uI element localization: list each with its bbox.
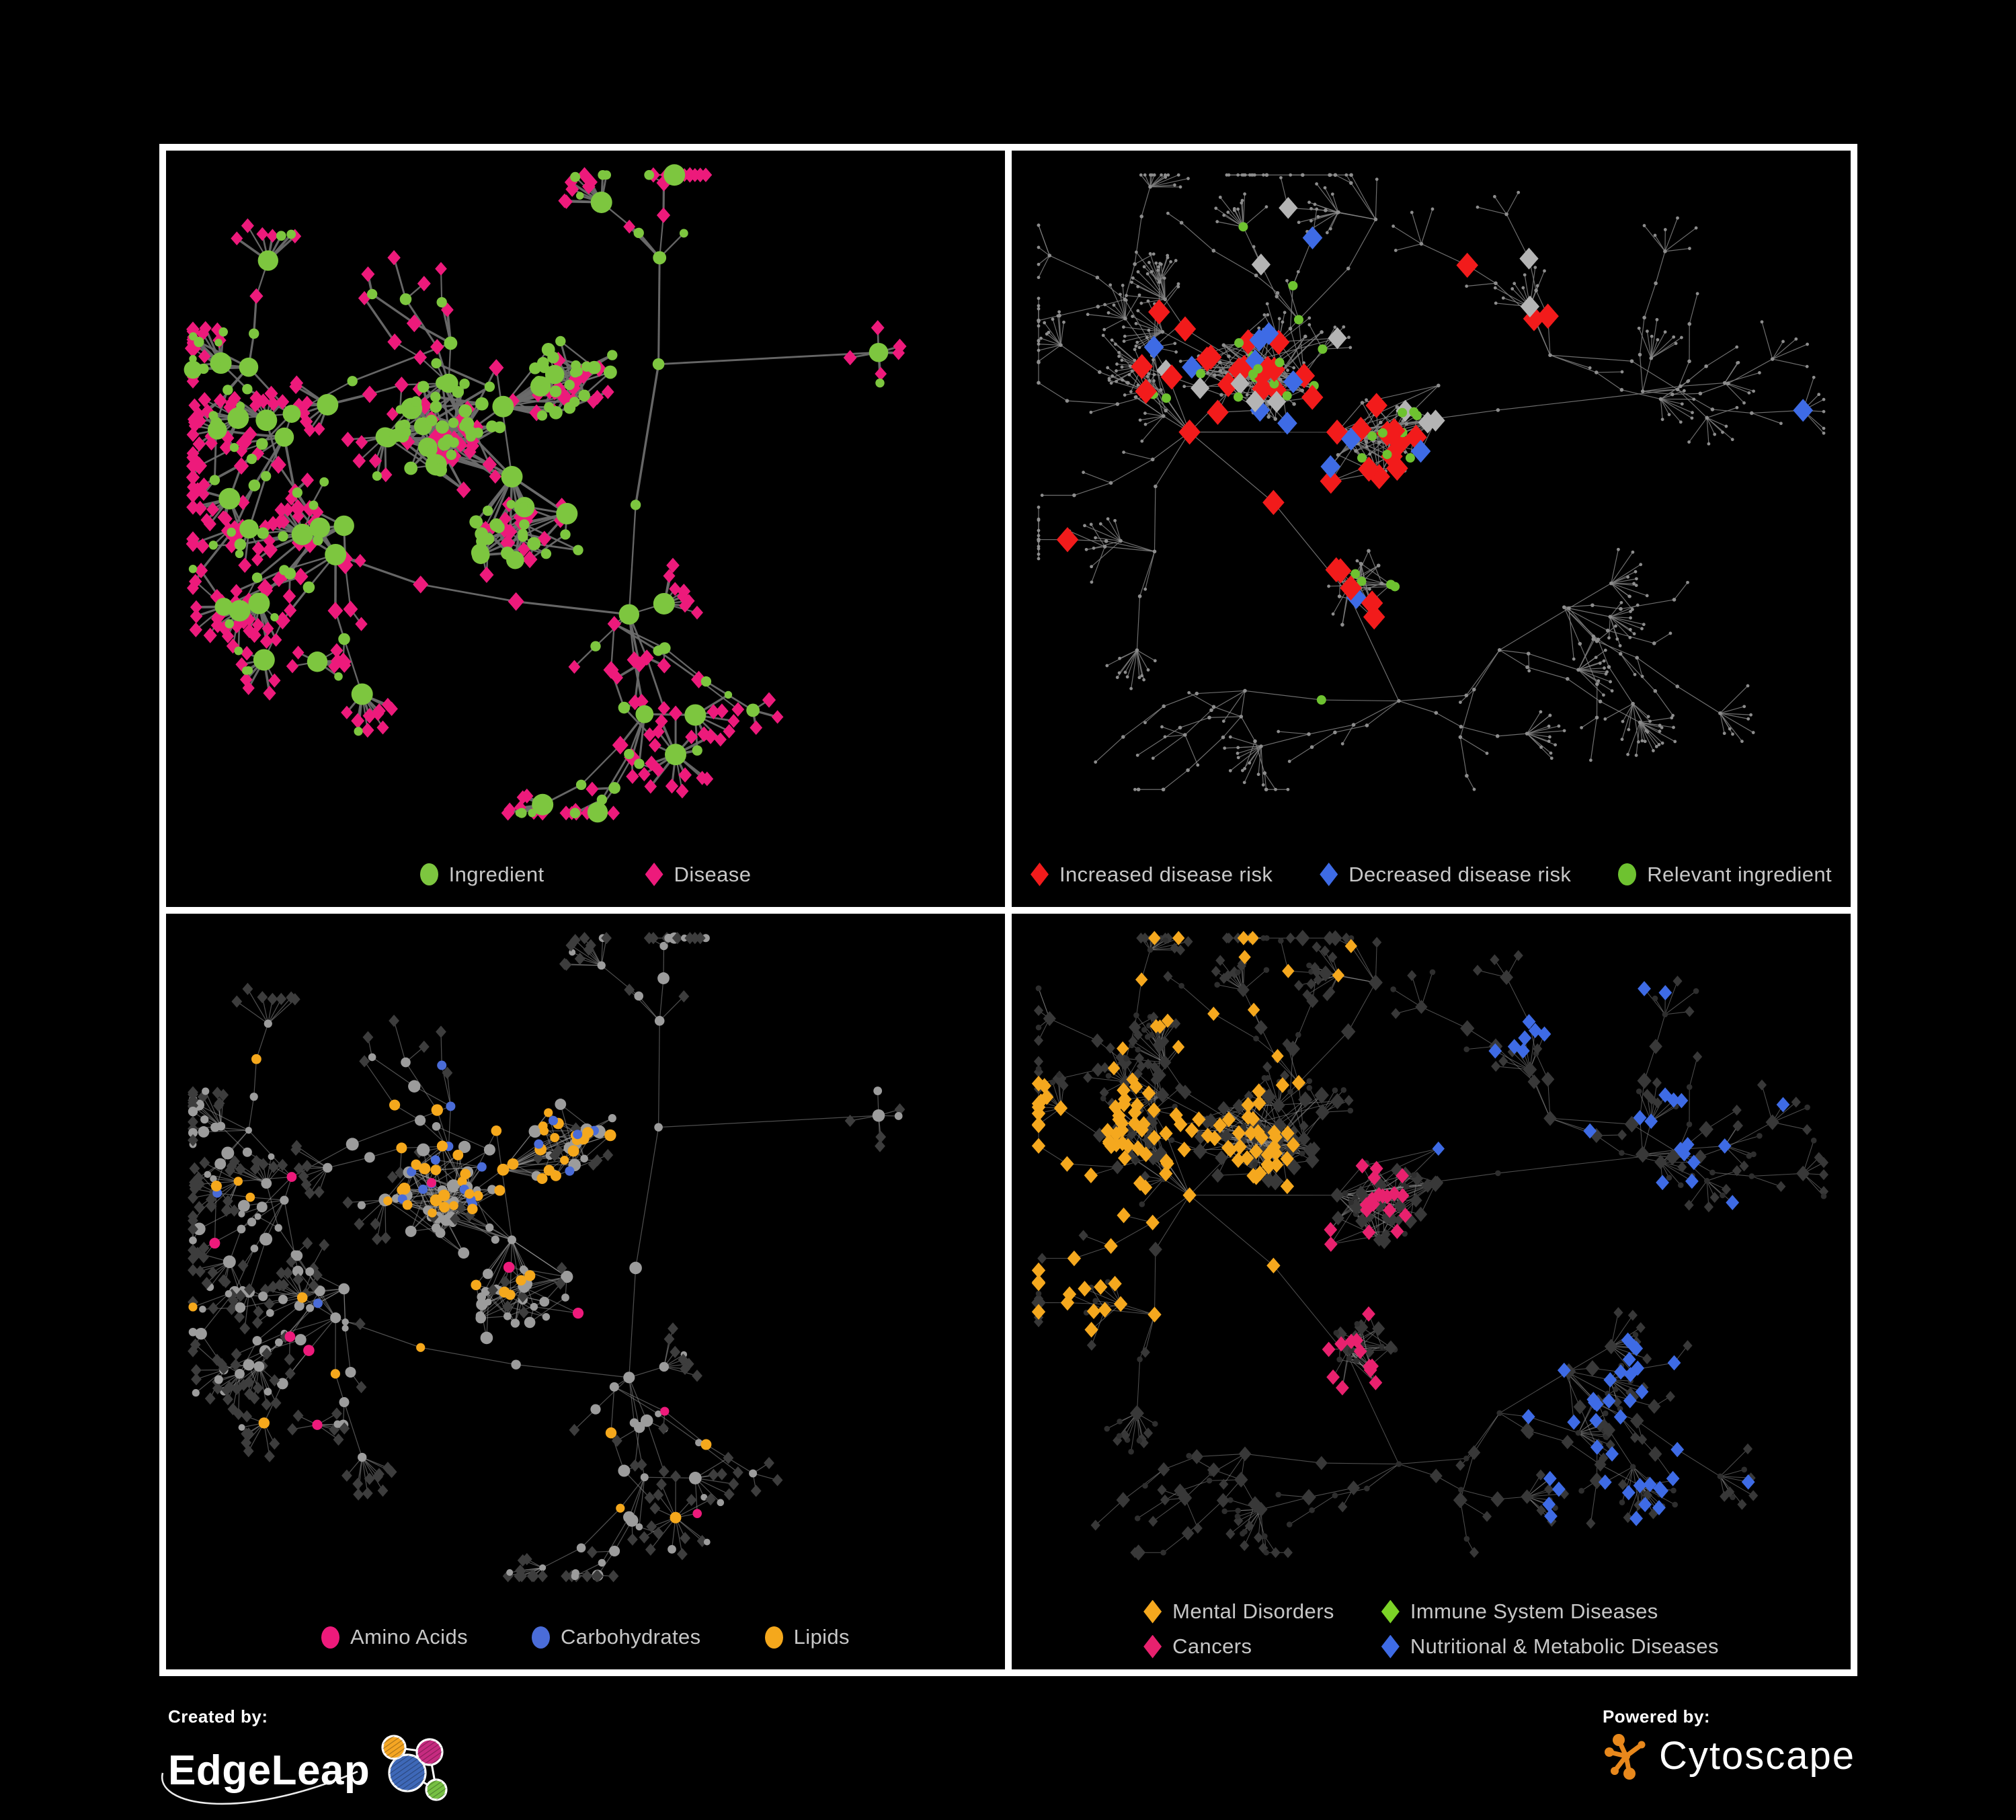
legend-item-increased-disease-risk: Increased disease risk xyxy=(1031,863,1273,887)
legend-item-immune-system-diseases: Immune System Diseases xyxy=(1381,1599,1658,1624)
ingredient-disease-legend: Ingredient Disease xyxy=(166,863,1005,887)
legend-circle-marker-icon xyxy=(321,1626,340,1649)
legend-diamond-marker-icon xyxy=(1320,863,1338,886)
legend-diamond-marker-icon xyxy=(1031,863,1049,886)
legend-label: Increased disease risk xyxy=(1059,862,1273,886)
panel-disease-risk: Increased disease risk Decreased disease … xyxy=(1012,151,1851,907)
legend-diamond-marker-icon xyxy=(1143,1599,1162,1624)
disease-classes-network xyxy=(1031,929,1829,1560)
legend-item-disease: Disease xyxy=(645,863,752,887)
legend-label: Carbohydrates xyxy=(561,1625,701,1649)
legend-diamond-marker-icon xyxy=(645,863,663,886)
cytoscape-logo-text: Cytoscape xyxy=(1658,1734,1855,1778)
legend-label: Amino Acids xyxy=(350,1625,469,1649)
edgeleap-swoosh-line xyxy=(161,1770,358,1805)
legend-label: Immune System Diseases xyxy=(1410,1599,1658,1623)
legend-circle-marker-icon xyxy=(764,1626,783,1649)
ingredient-disease-network xyxy=(184,164,907,823)
legend-label: Cancers xyxy=(1172,1634,1252,1658)
created-by-block: Created by: EdgeLeap xyxy=(161,1706,452,1812)
legend-item-cancers: Cancers xyxy=(1143,1634,1252,1659)
disease-risk-legend: Increased disease risk Decreased disease … xyxy=(1012,863,1851,887)
edgeleap-logo-text: EdgeLeap xyxy=(168,1747,370,1794)
panel-disease-classes: Mental Disorders Immune System Diseases Ca… xyxy=(1012,913,1851,1669)
legend-label: Ingredient xyxy=(448,862,545,886)
ingredient-classes-legend: Amino Acids Carbohydrates Lipids xyxy=(166,1625,1005,1649)
legend-label: Disease xyxy=(674,862,752,886)
legend-item-relevant-ingredient: Relevant ingredient xyxy=(1618,863,1832,887)
legend-diamond-marker-icon xyxy=(1381,1599,1400,1624)
powered-by-block: Powered by: Cytosc xyxy=(1603,1706,1855,1781)
legend-label: Lipids xyxy=(793,1625,850,1649)
disease-risk-network xyxy=(1037,173,1826,792)
ingredient-classes-network xyxy=(188,931,905,1582)
network-panel-grid: Ingredient Disease Increased disease risk D… xyxy=(159,144,1857,1676)
cytoscape-logo: Cytoscape xyxy=(1603,1731,1855,1781)
panel-ingredient-classes: Amino Acids Carbohydrates Lipids xyxy=(166,913,1005,1669)
legend-label: Mental Disorders xyxy=(1172,1599,1334,1623)
legend-label: Relevant ingredient xyxy=(1647,862,1832,886)
cytoscape-logo-icon xyxy=(1604,1734,1646,1780)
edgeleap-logo-icon xyxy=(381,1735,448,1801)
legend-label: Decreased disease risk xyxy=(1348,862,1572,886)
legend-item-lipids: Lipids xyxy=(764,1625,850,1649)
legend-diamond-marker-icon xyxy=(1381,1634,1400,1659)
created-by-label: Created by: xyxy=(168,1706,268,1727)
legend-diamond-marker-icon xyxy=(1143,1634,1162,1659)
legend-circle-marker-icon xyxy=(419,863,438,885)
edgeleap-logo: EdgeLeap xyxy=(161,1730,452,1812)
legend-item-decreased-disease-risk: Decreased disease risk xyxy=(1320,863,1571,887)
legend-circle-marker-icon xyxy=(532,1626,551,1649)
panel-ingredient-disease: Ingredient Disease xyxy=(166,151,1005,907)
legend-item-mental-disorders: Mental Disorders xyxy=(1143,1599,1334,1624)
legend-item-nutritional-metabolic-diseases: Nutritional & Metabolic Diseases xyxy=(1381,1634,1719,1659)
disease-classes-legend: Mental Disorders Immune System Diseases Ca… xyxy=(1012,1599,1851,1659)
legend-label: Nutritional & Metabolic Diseases xyxy=(1410,1634,1719,1658)
legend-item-carbohydrates: Carbohydrates xyxy=(532,1625,701,1649)
powered-by-label: Powered by: xyxy=(1602,1706,1711,1727)
legend-item-amino-acids: Amino Acids xyxy=(321,1625,468,1649)
legend-item-ingredient: Ingredient xyxy=(419,862,545,887)
legend-circle-marker-icon xyxy=(1618,863,1637,885)
